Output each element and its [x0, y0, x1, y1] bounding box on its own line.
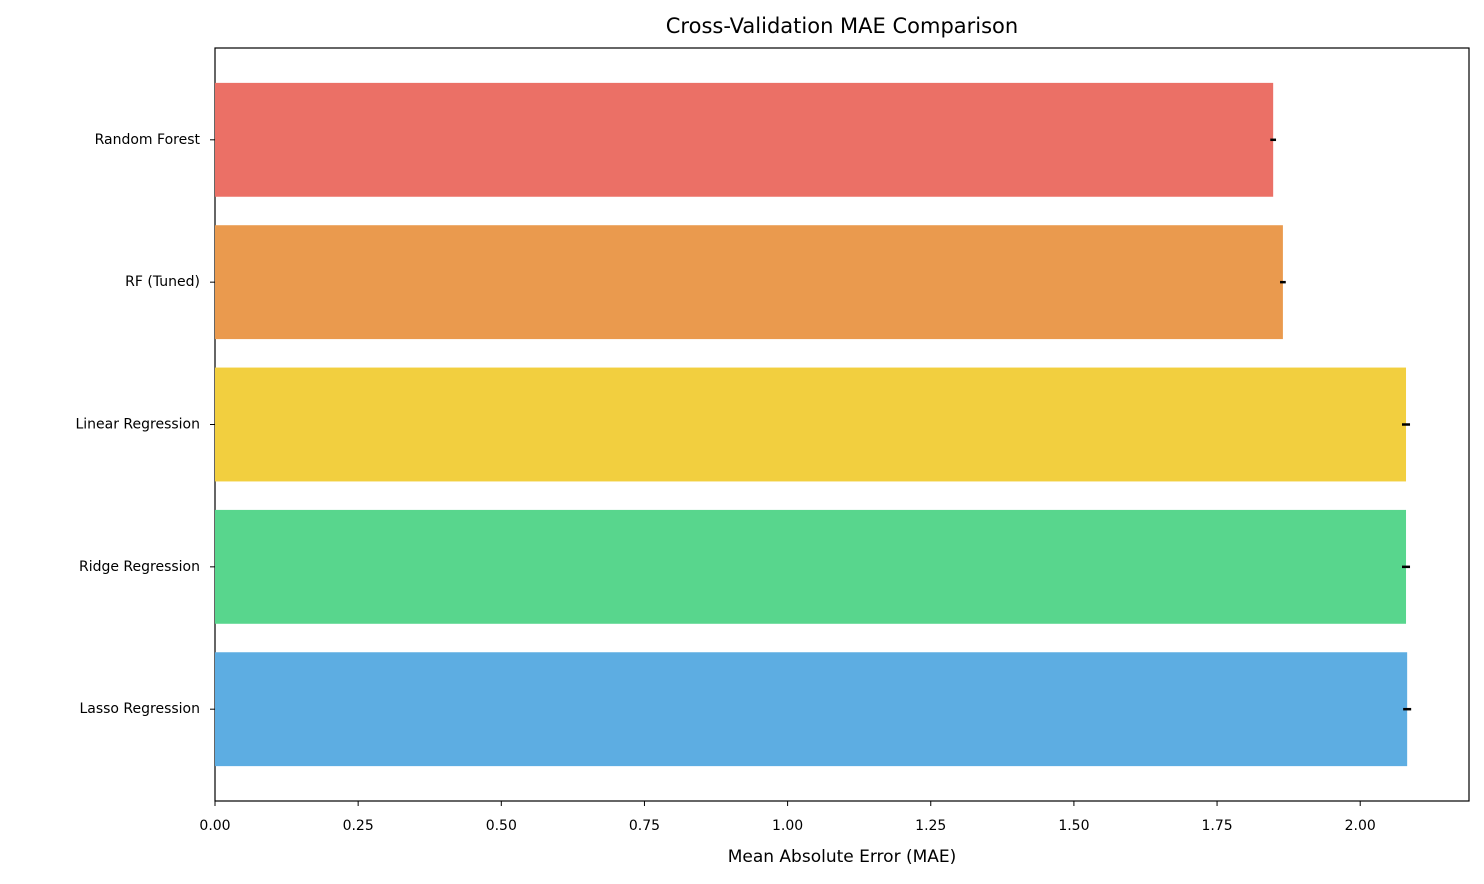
bar: [215, 367, 1407, 482]
y-tick-label: Lasso Regression: [79, 701, 200, 717]
x-tick-label: 0.50: [486, 818, 517, 834]
x-tick-label: 0.25: [343, 818, 374, 834]
x-tick-label: 0.00: [199, 818, 230, 834]
x-tick-label: 1.50: [1058, 818, 1089, 834]
bar: [215, 82, 1274, 197]
x-tick-label: 1.25: [915, 818, 946, 834]
x-tick-label: 2.00: [1345, 818, 1376, 834]
x-axis-label: Mean Absolute Error (MAE): [728, 847, 957, 867]
x-tick-label: 1.00: [772, 818, 803, 834]
y-tick-label: Random Forest: [95, 132, 201, 148]
y-tick-label: Ridge Regression: [79, 559, 200, 575]
y-tick-label: RF (Tuned): [125, 274, 200, 290]
bar: [215, 509, 1407, 624]
y-tick-label: Linear Regression: [75, 417, 200, 433]
x-tick-label: 0.75: [629, 818, 660, 834]
bar: [215, 652, 1408, 767]
bar: [215, 225, 1283, 340]
chart-title: Cross-Validation MAE Comparison: [666, 14, 1018, 38]
x-tick-label: 1.75: [1201, 818, 1232, 834]
